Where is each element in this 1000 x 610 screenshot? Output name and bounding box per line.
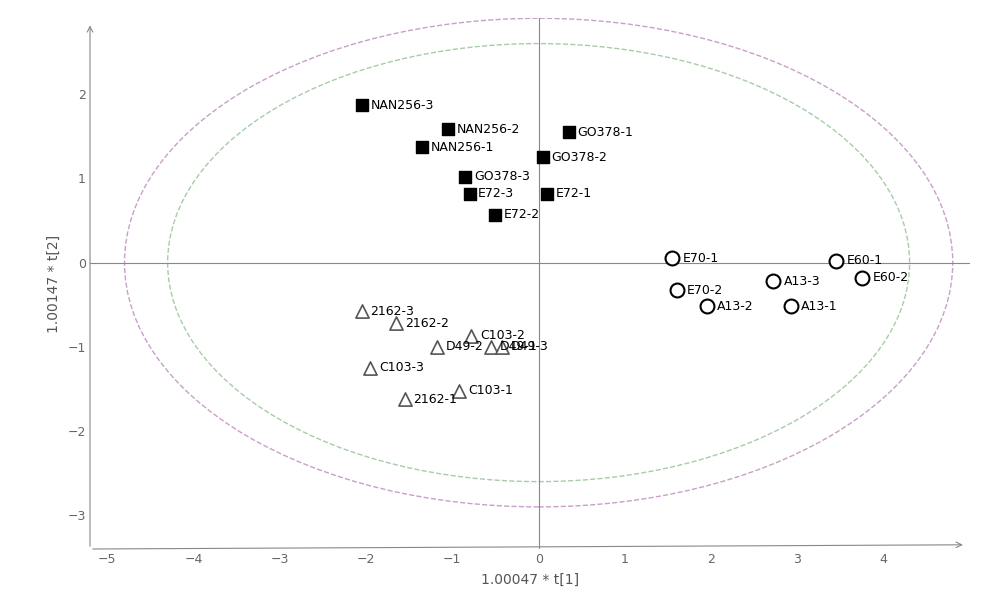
X-axis label: 1.00047 * t[1]: 1.00047 * t[1] [481,573,579,587]
Text: E70-2: E70-2 [687,284,723,297]
Point [362,363,378,373]
Point [828,256,844,266]
Text: GO378-1: GO378-1 [577,126,633,138]
Point [854,273,870,282]
Point [783,301,799,311]
Point [699,301,715,311]
Point [451,386,467,395]
Point [463,331,479,341]
Point [462,188,478,198]
Y-axis label: 1.00147 * t[2]: 1.00147 * t[2] [47,235,61,332]
Text: E72-1: E72-1 [556,187,592,200]
Text: NAN256-1: NAN256-1 [431,141,494,154]
Text: E72-2: E72-2 [504,208,540,221]
Point [440,124,456,134]
Text: E72-3: E72-3 [478,187,514,200]
Point [765,276,781,286]
Text: GO378-3: GO378-3 [474,170,530,183]
Point [539,188,555,198]
Text: A13-1: A13-1 [801,300,838,313]
Text: C103-1: C103-1 [468,384,513,397]
Point [487,210,503,220]
Point [669,285,685,295]
Text: 2162-2: 2162-2 [405,317,449,330]
Point [561,127,577,137]
Text: NAN256-2: NAN256-2 [457,123,520,136]
Text: A13-3: A13-3 [784,274,820,288]
Point [429,342,445,352]
Point [535,152,551,162]
Point [664,254,680,264]
Text: A13-2: A13-2 [717,300,754,313]
Text: GO378-2: GO378-2 [552,151,607,164]
Point [397,394,413,404]
Text: 2162-3: 2162-3 [370,305,414,318]
Point [388,318,404,328]
Point [414,142,430,152]
Point [494,342,510,352]
Text: D49-2: D49-2 [445,340,483,353]
Point [354,307,370,317]
Point [483,342,499,352]
Text: NAN256-3: NAN256-3 [370,99,434,112]
Text: C103-3: C103-3 [379,361,424,375]
Point [354,100,370,110]
Text: D49-3: D49-3 [511,340,549,353]
Text: C103-2: C103-2 [480,329,525,342]
Point [457,172,473,182]
Text: D49-1: D49-1 [500,340,538,353]
Text: E60-2: E60-2 [873,271,909,284]
Text: E70-1: E70-1 [683,252,719,265]
Text: 2162-1: 2162-1 [414,393,457,406]
Text: E60-1: E60-1 [847,254,883,267]
